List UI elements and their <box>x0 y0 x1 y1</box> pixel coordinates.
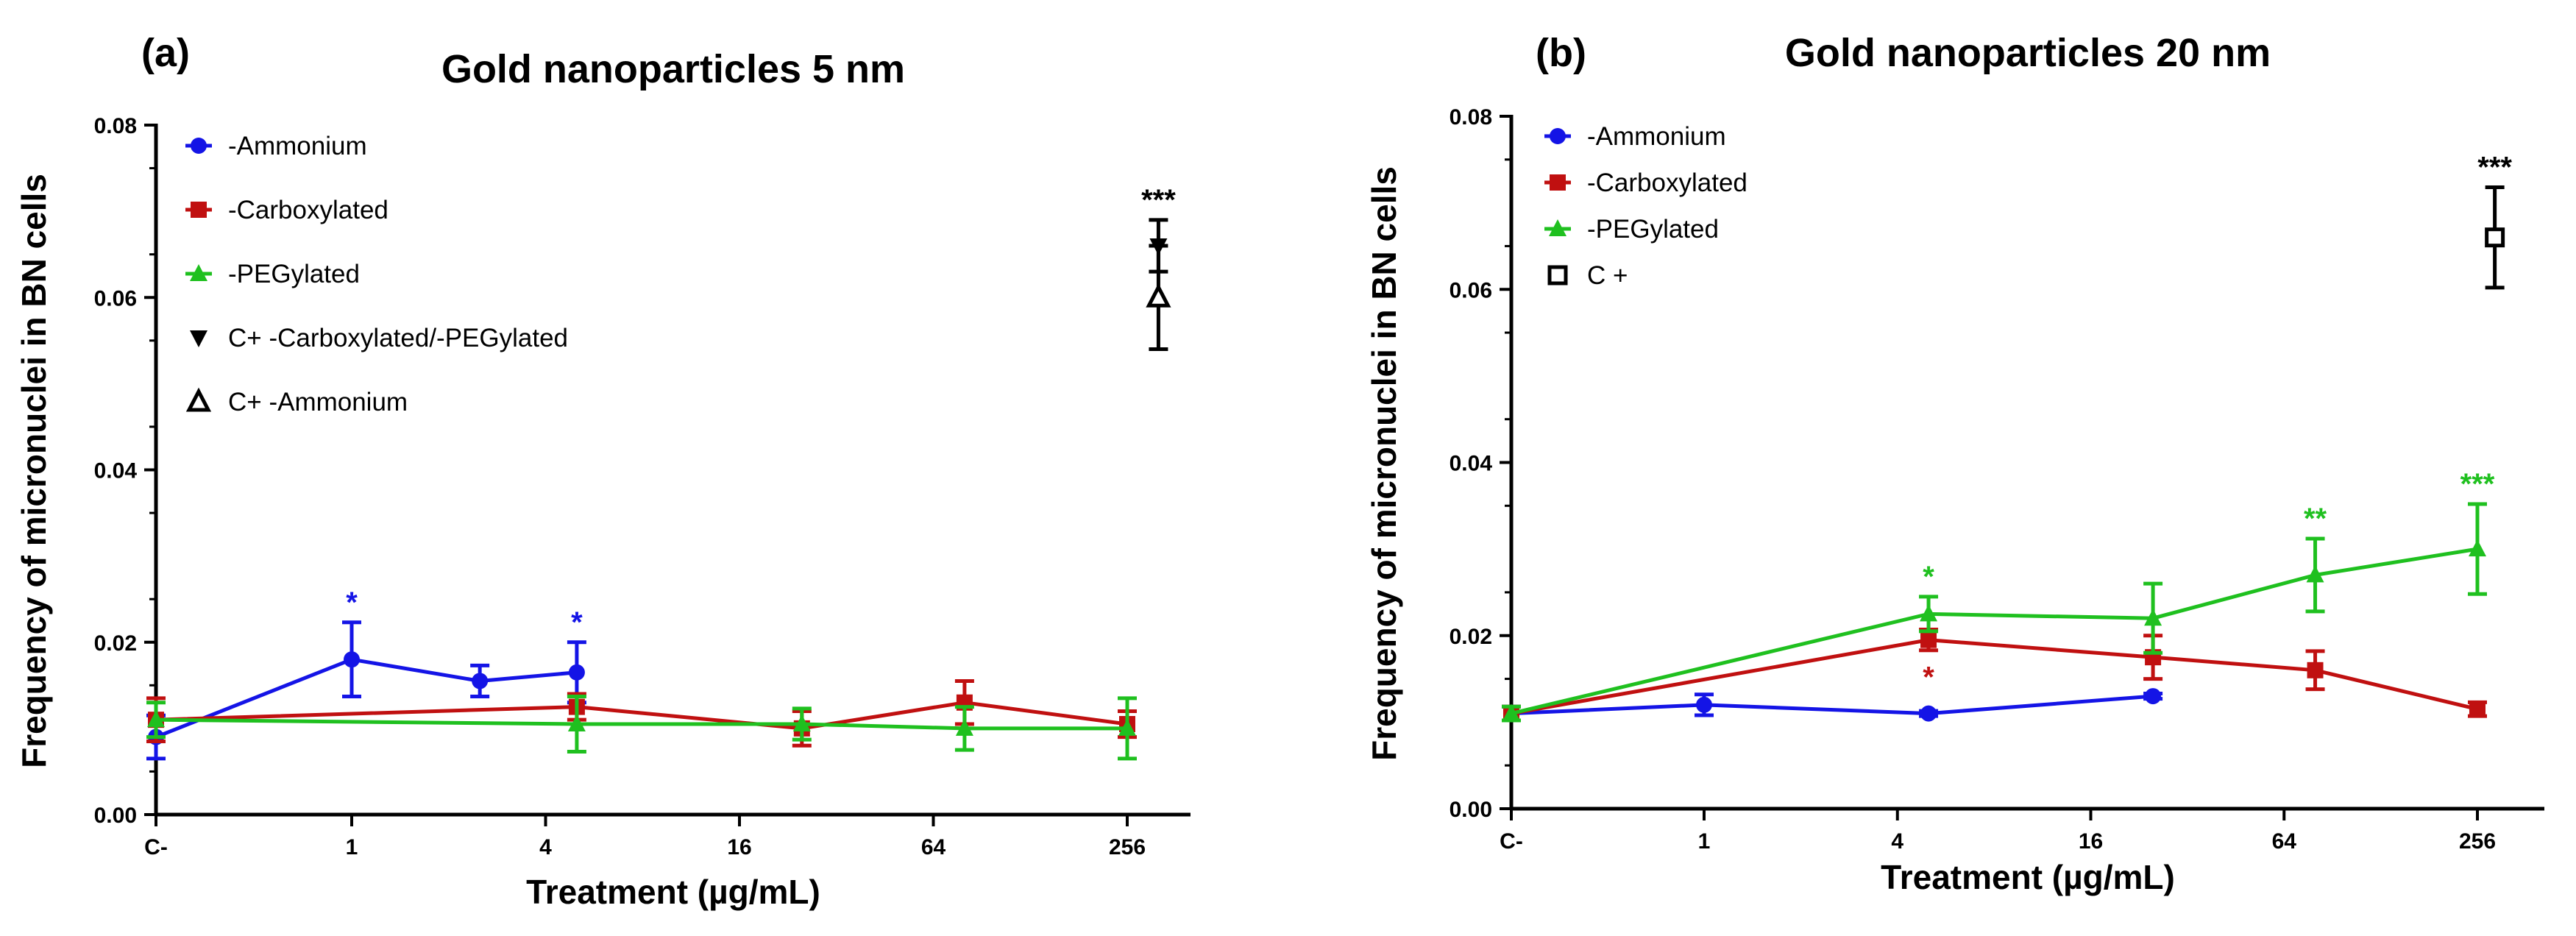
legend-entry: C+ -Ammonium <box>185 387 408 416</box>
significance-label: ** <box>2304 503 2327 535</box>
legend-label: C+ -Carboxylated/-PEGylated <box>228 324 568 352</box>
legend-marker <box>1550 128 1566 144</box>
data-point <box>2469 701 2485 717</box>
data-point <box>2145 688 2162 705</box>
significance-label: * <box>346 586 358 619</box>
data-point <box>1502 703 1520 721</box>
legend-label: -Ammonium <box>228 132 367 160</box>
data-point <box>955 718 973 736</box>
series-line <box>155 657 578 739</box>
legend-marker <box>190 330 207 347</box>
y-tick-label: 0.06 <box>94 286 137 311</box>
series-line <box>155 717 1127 731</box>
data-point <box>472 673 489 689</box>
x-tick-label: 64 <box>921 835 946 859</box>
chart-title: Gold nanoparticles 5 nm <box>441 47 905 91</box>
legend-label: C + <box>1587 261 1628 290</box>
legend-entry: -Carboxylated <box>1544 169 1748 197</box>
legend-entry: C + <box>1547 261 1628 290</box>
data-point <box>2307 662 2324 678</box>
data-point <box>567 715 586 732</box>
y-axis-label: Frequency of micronuclei in BN cells <box>15 174 53 768</box>
legend-entry: -PEGylated <box>185 260 360 288</box>
x-tick-label: 256 <box>1109 835 1146 859</box>
data-point <box>1920 604 1938 622</box>
series-c: *** <box>2477 151 2512 290</box>
legend-label: C+ -Ammonium <box>228 388 408 416</box>
legend-marker <box>1550 174 1566 191</box>
y-tick-label: 0.04 <box>94 459 138 483</box>
legend-marker <box>1549 219 1566 236</box>
x-axis-label: Treatment (µg/mL) <box>526 873 820 911</box>
significance-label: *** <box>2477 151 2512 183</box>
legend-entry: -Ammonium <box>185 132 367 160</box>
x-tick-label: 64 <box>2272 829 2297 854</box>
legend-label: -PEGylated <box>1587 215 1719 244</box>
chart-panel-b: (b) Gold nanoparticles 20 nm 0.00 0.02 0.04 0… <box>1365 31 2544 896</box>
data-point <box>344 651 360 668</box>
significance-label: * <box>1923 662 1934 694</box>
data-point <box>1696 696 1712 713</box>
significance-label: * <box>1923 561 1934 593</box>
legend-entry: -Ammonium <box>1544 122 1726 151</box>
significance-label: *** <box>2460 468 2495 500</box>
panel-label: (a) <box>141 31 190 75</box>
chart-title: Gold nanoparticles 20 nm <box>1785 31 2271 75</box>
y-tick-label: 0.00 <box>1450 798 1492 822</box>
series-line <box>1511 694 2154 716</box>
legend-label: -Ammonium <box>1587 122 1726 151</box>
y-tick-label: 0.08 <box>1450 105 1492 130</box>
series-line <box>1511 638 2478 716</box>
series-ammonium: ** <box>146 586 586 761</box>
data-point <box>1920 705 1937 722</box>
legend-marker <box>191 138 207 154</box>
y-tick-label: 0.02 <box>94 631 137 656</box>
legend-entry: C+ -Carboxylated/-PEGylated <box>190 324 568 352</box>
x-tick-label: 4 <box>1891 829 1903 854</box>
significance-label: * <box>571 606 583 639</box>
legend-marker <box>185 387 212 412</box>
y-tick-label: 0.00 <box>94 804 137 828</box>
data-point <box>2306 565 2324 583</box>
y-tick-label: 0.02 <box>1450 625 1492 649</box>
data-point <box>1920 631 1937 648</box>
series-pegylated <box>146 695 1137 761</box>
x-tick-label: 1 <box>346 835 358 859</box>
y-tick-label: 0.06 <box>1450 278 1492 302</box>
data-point <box>147 710 165 728</box>
legend-entry: -Carboxylated <box>185 196 388 224</box>
data-point <box>568 664 585 681</box>
series-c-ammonium <box>1146 244 1171 352</box>
legend-entry: -PEGylated <box>1544 215 1719 244</box>
legend-marker <box>1547 265 1568 286</box>
data-point <box>2144 609 2162 626</box>
x-tick-label: 256 <box>2459 829 2496 854</box>
data-point <box>792 715 811 732</box>
legend-marker <box>190 264 207 281</box>
panel-label: (b) <box>1536 31 1586 75</box>
x-tick-label: 4 <box>539 835 552 859</box>
data-point <box>1146 283 1171 308</box>
x-axis-label: Treatment (µg/mL) <box>1881 858 2175 896</box>
data-point <box>2469 539 2486 557</box>
significance-label: *** <box>1141 184 1176 216</box>
series-carboxylated <box>146 678 1137 748</box>
y-axis-label: Frequency of micronuclei in BN cells <box>1365 166 1403 761</box>
x-tick-label: 16 <box>727 835 751 859</box>
x-tick-label: 1 <box>1698 829 1711 854</box>
chart-panel-a: (a) Gold nanoparticles 5 nm 0.00 0.02 0.04 0.… <box>15 31 1191 911</box>
x-tick-label: C- <box>144 835 168 859</box>
x-tick-label: C- <box>1500 829 1523 854</box>
data-point <box>2485 227 2505 248</box>
legend-label: -Carboxylated <box>228 196 388 224</box>
legend-label: -PEGylated <box>228 260 360 288</box>
x-tick-label: 16 <box>2079 829 2103 854</box>
legend-label: -Carboxylated <box>1587 169 1748 197</box>
y-tick-label: 0.08 <box>94 114 137 138</box>
data-point <box>1118 718 1136 736</box>
series-pegylated: ****** <box>1502 468 2495 723</box>
legend-marker <box>191 202 207 218</box>
y-tick-label: 0.04 <box>1450 452 1493 476</box>
